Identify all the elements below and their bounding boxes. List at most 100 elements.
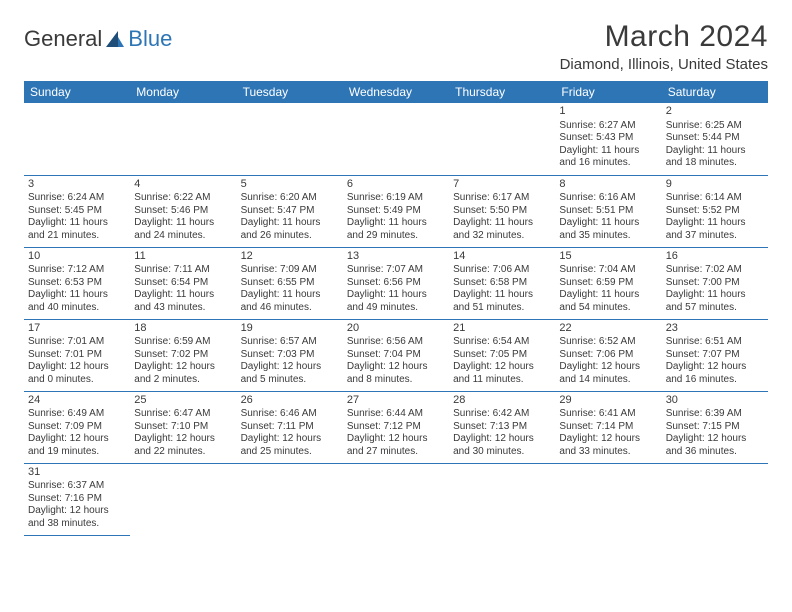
- sunrise-line: Sunrise: 6:47 AM: [134, 408, 232, 421]
- calendar-day: 28Sunrise: 6:42 AMSunset: 7:13 PMDayligh…: [449, 391, 555, 463]
- sunset-line: Sunset: 5:50 PM: [453, 205, 551, 218]
- calendar-day: 7Sunrise: 6:17 AMSunset: 5:50 PMDaylight…: [449, 175, 555, 247]
- weekday-header: Friday: [555, 81, 661, 103]
- daylight-line: Daylight: 12 hours and 2 minutes.: [134, 361, 232, 386]
- daylight-line: Daylight: 11 hours and 29 minutes.: [347, 217, 445, 242]
- day-number: 15: [559, 250, 657, 264]
- sunset-line: Sunset: 7:07 PM: [666, 349, 764, 362]
- day-number: 18: [134, 322, 232, 336]
- daylight-line: Daylight: 12 hours and 8 minutes.: [347, 361, 445, 386]
- calendar-day: 24Sunrise: 6:49 AMSunset: 7:09 PMDayligh…: [24, 391, 130, 463]
- calendar-day: 25Sunrise: 6:47 AMSunset: 7:10 PMDayligh…: [130, 391, 236, 463]
- sunrise-line: Sunrise: 6:42 AM: [453, 408, 551, 421]
- sunrise-line: Sunrise: 6:14 AM: [666, 192, 764, 205]
- daylight-line: Daylight: 12 hours and 19 minutes.: [28, 433, 126, 458]
- logo-text-1: General: [24, 26, 102, 52]
- weekday-header-row: SundayMondayTuesdayWednesdayThursdayFrid…: [24, 81, 768, 103]
- sunset-line: Sunset: 7:11 PM: [241, 421, 339, 434]
- calendar-day: 11Sunrise: 7:11 AMSunset: 6:54 PMDayligh…: [130, 247, 236, 319]
- calendar-empty: [555, 463, 661, 535]
- day-number: 9: [666, 178, 764, 192]
- daylight-line: Daylight: 11 hours and 40 minutes.: [28, 289, 126, 314]
- sunset-line: Sunset: 5:51 PM: [559, 205, 657, 218]
- calendar-day: 6Sunrise: 6:19 AMSunset: 5:49 PMDaylight…: [343, 175, 449, 247]
- calendar-day: 1Sunrise: 6:27 AMSunset: 5:43 PMDaylight…: [555, 103, 661, 175]
- day-number: 13: [347, 250, 445, 264]
- calendar-empty: [24, 103, 130, 175]
- day-number: 3: [28, 178, 126, 192]
- day-number: 27: [347, 394, 445, 408]
- calendar-row: 10Sunrise: 7:12 AMSunset: 6:53 PMDayligh…: [24, 247, 768, 319]
- sunrise-line: Sunrise: 6:20 AM: [241, 192, 339, 205]
- sunrise-line: Sunrise: 6:44 AM: [347, 408, 445, 421]
- sunset-line: Sunset: 5:52 PM: [666, 205, 764, 218]
- weekday-header: Wednesday: [343, 81, 449, 103]
- calendar-empty: [237, 463, 343, 535]
- sunrise-line: Sunrise: 6:17 AM: [453, 192, 551, 205]
- sunrise-line: Sunrise: 7:02 AM: [666, 264, 764, 277]
- calendar-empty: [343, 463, 449, 535]
- sunset-line: Sunset: 7:05 PM: [453, 349, 551, 362]
- daylight-line: Daylight: 12 hours and 14 minutes.: [559, 361, 657, 386]
- daylight-line: Daylight: 12 hours and 38 minutes.: [28, 505, 126, 530]
- sunrise-line: Sunrise: 7:04 AM: [559, 264, 657, 277]
- sunrise-line: Sunrise: 7:09 AM: [241, 264, 339, 277]
- day-number: 24: [28, 394, 126, 408]
- calendar-empty: [449, 463, 555, 535]
- sunset-line: Sunset: 7:15 PM: [666, 421, 764, 434]
- sunrise-line: Sunrise: 7:06 AM: [453, 264, 551, 277]
- daylight-line: Daylight: 11 hours and 32 minutes.: [453, 217, 551, 242]
- day-number: 8: [559, 178, 657, 192]
- sunrise-line: Sunrise: 6:54 AM: [453, 336, 551, 349]
- daylight-line: Daylight: 11 hours and 46 minutes.: [241, 289, 339, 314]
- day-number: 29: [559, 394, 657, 408]
- sunset-line: Sunset: 6:55 PM: [241, 277, 339, 290]
- sunrise-line: Sunrise: 7:07 AM: [347, 264, 445, 277]
- daylight-line: Daylight: 11 hours and 21 minutes.: [28, 217, 126, 242]
- sunrise-line: Sunrise: 6:46 AM: [241, 408, 339, 421]
- sunrise-line: Sunrise: 6:24 AM: [28, 192, 126, 205]
- calendar-empty: [449, 103, 555, 175]
- sunset-line: Sunset: 7:13 PM: [453, 421, 551, 434]
- title-block: March 2024 Diamond, Illinois, United Sta…: [560, 20, 768, 73]
- calendar-day: 14Sunrise: 7:06 AMSunset: 6:58 PMDayligh…: [449, 247, 555, 319]
- logo-sail-icon: [104, 29, 126, 49]
- daylight-line: Daylight: 11 hours and 26 minutes.: [241, 217, 339, 242]
- day-number: 12: [241, 250, 339, 264]
- header: General Blue March 2024 Diamond, Illinoi…: [24, 20, 768, 73]
- logo: General Blue: [24, 20, 172, 52]
- sunrise-line: Sunrise: 6:39 AM: [666, 408, 764, 421]
- calendar-body: 1Sunrise: 6:27 AMSunset: 5:43 PMDaylight…: [24, 103, 768, 535]
- day-number: 31: [28, 466, 126, 480]
- day-number: 5: [241, 178, 339, 192]
- calendar-day: 18Sunrise: 6:59 AMSunset: 7:02 PMDayligh…: [130, 319, 236, 391]
- sunset-line: Sunset: 5:46 PM: [134, 205, 232, 218]
- day-number: 1: [559, 105, 657, 119]
- calendar-day: 20Sunrise: 6:56 AMSunset: 7:04 PMDayligh…: [343, 319, 449, 391]
- sunset-line: Sunset: 5:45 PM: [28, 205, 126, 218]
- calendar-day: 31Sunrise: 6:37 AMSunset: 7:16 PMDayligh…: [24, 463, 130, 535]
- daylight-line: Daylight: 12 hours and 25 minutes.: [241, 433, 339, 458]
- calendar-day: 19Sunrise: 6:57 AMSunset: 7:03 PMDayligh…: [237, 319, 343, 391]
- calendar-day: 23Sunrise: 6:51 AMSunset: 7:07 PMDayligh…: [662, 319, 768, 391]
- calendar-day: 13Sunrise: 7:07 AMSunset: 6:56 PMDayligh…: [343, 247, 449, 319]
- calendar-day: 9Sunrise: 6:14 AMSunset: 5:52 PMDaylight…: [662, 175, 768, 247]
- weekday-header: Saturday: [662, 81, 768, 103]
- calendar-day: 29Sunrise: 6:41 AMSunset: 7:14 PMDayligh…: [555, 391, 661, 463]
- sunset-line: Sunset: 6:54 PM: [134, 277, 232, 290]
- daylight-line: Daylight: 11 hours and 51 minutes.: [453, 289, 551, 314]
- daylight-line: Daylight: 12 hours and 16 minutes.: [666, 361, 764, 386]
- sunrise-line: Sunrise: 6:49 AM: [28, 408, 126, 421]
- day-number: 21: [453, 322, 551, 336]
- sunrise-line: Sunrise: 7:11 AM: [134, 264, 232, 277]
- calendar-row: 24Sunrise: 6:49 AMSunset: 7:09 PMDayligh…: [24, 391, 768, 463]
- day-number: 25: [134, 394, 232, 408]
- daylight-line: Daylight: 12 hours and 30 minutes.: [453, 433, 551, 458]
- calendar-day: 22Sunrise: 6:52 AMSunset: 7:06 PMDayligh…: [555, 319, 661, 391]
- sunset-line: Sunset: 7:01 PM: [28, 349, 126, 362]
- day-number: 11: [134, 250, 232, 264]
- daylight-line: Daylight: 11 hours and 18 minutes.: [666, 145, 764, 170]
- daylight-line: Daylight: 12 hours and 5 minutes.: [241, 361, 339, 386]
- daylight-line: Daylight: 11 hours and 54 minutes.: [559, 289, 657, 314]
- sunrise-line: Sunrise: 6:51 AM: [666, 336, 764, 349]
